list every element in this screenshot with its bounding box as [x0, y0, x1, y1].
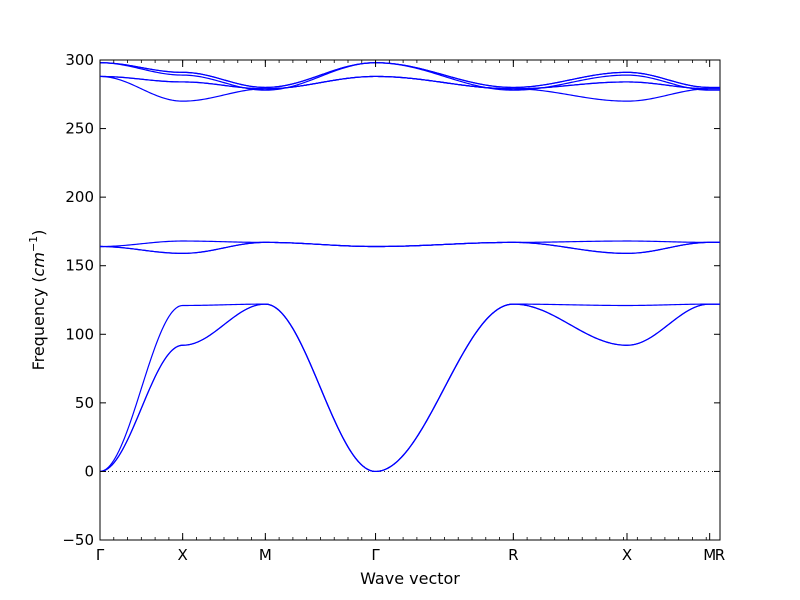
axis-ticks [99, 59, 721, 541]
x-tick-label: R [715, 546, 725, 564]
axes-frame [99, 59, 721, 541]
y-tick-label: 50 [75, 394, 94, 412]
y-tick-label: 300 [65, 51, 94, 69]
band-3 [99, 303, 720, 473]
y-tick-label: 250 [65, 120, 94, 138]
band-9 [100, 75, 720, 90]
x-axis-label: Wave vector [360, 569, 460, 588]
y-tick-label: 0 [84, 462, 94, 480]
x-tick-label: R [508, 546, 518, 564]
x-tick-label: M [703, 546, 716, 564]
y-tick-label: −50 [62, 531, 94, 549]
y-axis-label-close: ) [29, 230, 48, 236]
plot-area [99, 59, 721, 541]
band-lines [99, 62, 720, 473]
y-axis-label-exponent: −1 [27, 236, 40, 252]
x-tick-label: Γ [96, 546, 105, 564]
y-tick-label: 100 [65, 325, 94, 343]
x-tick-label: X [178, 546, 188, 564]
x-tick-label: M [259, 546, 272, 564]
band-6 [99, 241, 720, 254]
y-axis-label-text: Frequency ( [29, 276, 48, 370]
band-12 [99, 62, 720, 89]
band-5 [99, 241, 720, 254]
y-axis-label-unit: cm [29, 252, 48, 276]
y-axis-label: Frequency (cm−1) [27, 230, 48, 371]
band-7 [99, 75, 720, 102]
x-tick-label: Γ [371, 546, 380, 564]
y-tick-label: 200 [65, 188, 94, 206]
x-tick-label: X [622, 546, 632, 564]
y-tick-label: 150 [65, 257, 94, 275]
